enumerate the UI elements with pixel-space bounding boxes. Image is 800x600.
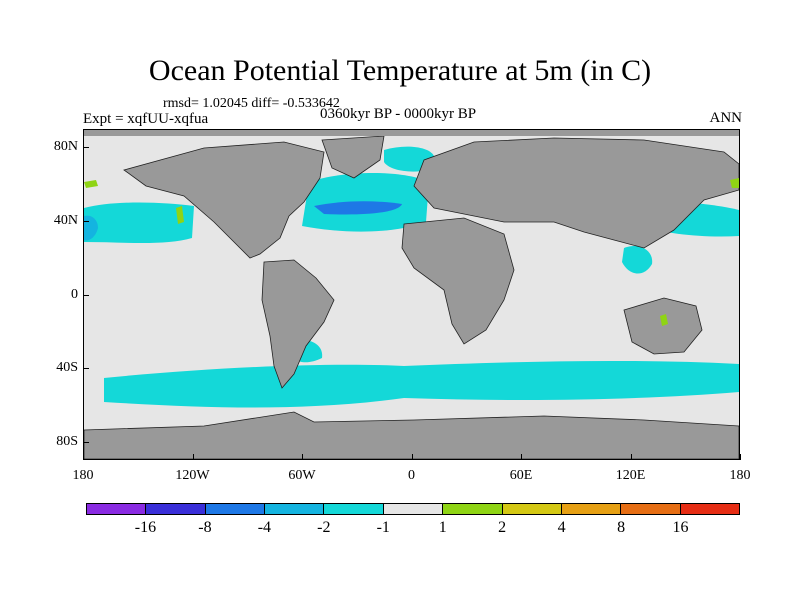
lon-tick-label: 0 (408, 468, 415, 483)
colorbar-box (443, 504, 503, 514)
lat-tick-label: 80S (56, 433, 78, 449)
land-antarctica (84, 411, 739, 459)
anomaly-indonesia (622, 245, 653, 274)
season-label: ANN (709, 110, 743, 126)
lat-tick-mark (83, 441, 89, 443)
colorbar-label: -1 (376, 519, 390, 536)
lon-tick-label: 180 (729, 468, 751, 483)
lon-tick-label: 60E (509, 468, 533, 483)
land-arctic-cap (84, 130, 739, 136)
colorbar-label: 1 (438, 519, 447, 536)
figure-title: Ocean Potential Temperature at 5m (in C) (148, 54, 652, 87)
land-south-america (261, 259, 335, 389)
colorbar-label: -16 (134, 519, 157, 536)
colorbar-label: 2 (498, 519, 507, 536)
lon-tick-label: 120W (175, 468, 210, 483)
colorbar-box (87, 504, 147, 514)
experiment-label: Expt = xqfUU-xqfua (83, 111, 209, 127)
lat-tick-mark (83, 368, 89, 370)
lat-tick-mark (83, 147, 89, 149)
colorbar-label: -2 (317, 519, 331, 536)
colorbar-label: 8 (617, 519, 626, 536)
colorbar-label: 4 (557, 519, 566, 536)
colorbar-box (324, 504, 384, 514)
lon-tick-mark (411, 454, 413, 460)
colorbar (86, 503, 740, 515)
land-australia (623, 297, 703, 355)
colorbar-box (265, 504, 325, 514)
lon-tick-mark (192, 454, 194, 460)
lat-tick-mark (83, 294, 89, 296)
anomaly-southern-ocean (104, 360, 739, 408)
land-layer (84, 130, 739, 459)
land-eurasia (413, 137, 739, 249)
colorbar-box (561, 504, 622, 514)
colorbar-box (680, 504, 739, 514)
lon-tick-label: 180 (72, 468, 94, 483)
colorbar-label: -4 (257, 519, 272, 536)
warm-anomaly-layer (84, 178, 739, 326)
land-north-america (123, 141, 325, 259)
lon-tick-mark (83, 454, 84, 460)
warm-patch-new-guinea (660, 314, 668, 326)
lat-tick-mark (83, 220, 89, 222)
period-label: 0360kyr BP - 0000kyr BP (320, 106, 477, 122)
land-africa (401, 217, 515, 345)
colorbar-box (205, 504, 266, 514)
lat-tick-label: 40N (53, 212, 78, 228)
colorbar-box (146, 504, 206, 514)
land-greenland (321, 135, 385, 179)
lat-tick-label: 40S (56, 360, 78, 376)
lon-tick-label: 60W (288, 468, 316, 483)
colorbar-box (621, 504, 681, 514)
warm-patch-bering (730, 178, 739, 188)
anomaly-north-atlantic-core (314, 201, 402, 215)
colorbar-label: 16 (672, 519, 689, 536)
colorbar-label: -8 (198, 519, 212, 536)
map-canvas (84, 130, 739, 459)
lon-tick-mark (740, 454, 741, 460)
lon-tick-mark (521, 454, 522, 460)
lon-tick-label: 120E (615, 468, 646, 483)
warm-patch-alaska (84, 180, 98, 188)
lon-tick-mark (302, 454, 303, 460)
colorbar-box (383, 504, 444, 514)
anomaly-nordic-seas (384, 146, 434, 172)
lat-tick-label: 80N (53, 139, 78, 155)
warm-patch-north-pacific (176, 206, 184, 224)
map-panel (83, 129, 740, 460)
colorbar-box (502, 504, 562, 514)
anomaly-north-pacific (84, 202, 194, 243)
lon-tick-mark (630, 454, 632, 460)
stats-line: rmsd= 1.02045 diff= -0.533642 (163, 96, 340, 111)
lat-tick-label: 0 (71, 286, 78, 302)
